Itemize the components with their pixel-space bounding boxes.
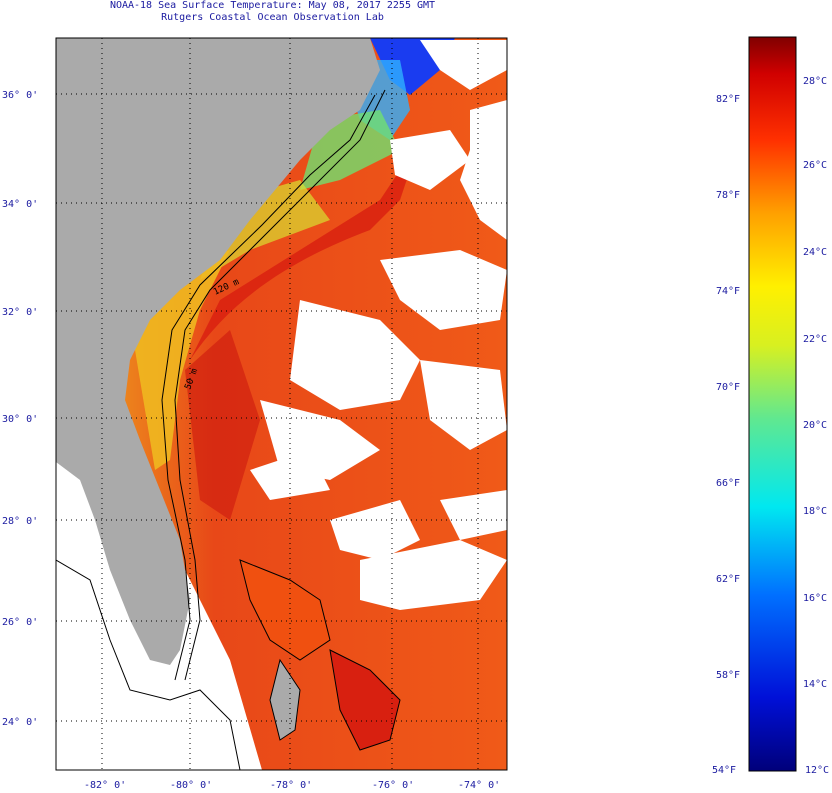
- lat-label: 32° 0': [2, 307, 38, 318]
- colorbar-c-label: 12°C: [805, 765, 830, 776]
- colorbar: [748, 36, 797, 772]
- land-mass: [56, 38, 380, 665]
- map-subtitle: Rutgers Coastal Ocean Observation Lab: [161, 12, 384, 23]
- colorbar-c-label: 28°C: [803, 76, 828, 87]
- lon-label: -82° 0': [84, 780, 126, 791]
- lon-label: -78° 0': [270, 780, 312, 791]
- colorbar-c-label: 22°C: [803, 334, 828, 345]
- lat-label: 30° 0': [2, 414, 38, 425]
- colorbar-c-label: 14°C: [803, 679, 828, 690]
- colorbar-c-label: 18°C: [803, 506, 828, 517]
- colorbar-f-label: 62°F: [716, 574, 741, 585]
- map-title: NOAA-18 Sea Surface Temperature: May 08,…: [109, 0, 436, 11]
- lat-label: 28° 0': [2, 516, 38, 527]
- colorbar-c-label: 16°C: [803, 593, 828, 604]
- colorbar-f-label: 70°F: [716, 382, 741, 393]
- colorbar-f-label: 78°F: [716, 190, 741, 201]
- colorbar-c-label: 26°C: [803, 160, 828, 171]
- lat-label: 24° 0': [2, 717, 38, 728]
- lon-label: -76° 0': [372, 780, 414, 791]
- map-frame: [55, 37, 508, 771]
- colorbar-f-label: 82°F: [716, 94, 741, 105]
- graticule: [56, 38, 507, 770]
- lon-label: -74° 0': [458, 780, 500, 791]
- colorbar-c-label: 24°C: [803, 247, 828, 258]
- lon-label: -80° 0': [170, 780, 212, 791]
- lon-labels: -82° 0' -80° 0' -78° 0' -76° 0' -74° 0': [84, 780, 500, 791]
- lat-label: 26° 0': [2, 617, 38, 628]
- lat-labels: 36° 0' 34° 0' 32° 0' 30° 0' 28° 0' 26° 0…: [2, 90, 38, 728]
- lat-label: 34° 0': [2, 199, 38, 210]
- colorbar-f-label: 54°F: [712, 765, 737, 776]
- colorbar-f-label: 74°F: [716, 286, 741, 297]
- data-area: 120 m 50 m: [56, 38, 507, 770]
- colorbar-c-label: 20°C: [803, 420, 828, 431]
- lat-label: 36° 0': [2, 90, 38, 101]
- colorbar-f-label: 66°F: [716, 478, 741, 489]
- colorbar-f-label: 58°F: [716, 670, 741, 681]
